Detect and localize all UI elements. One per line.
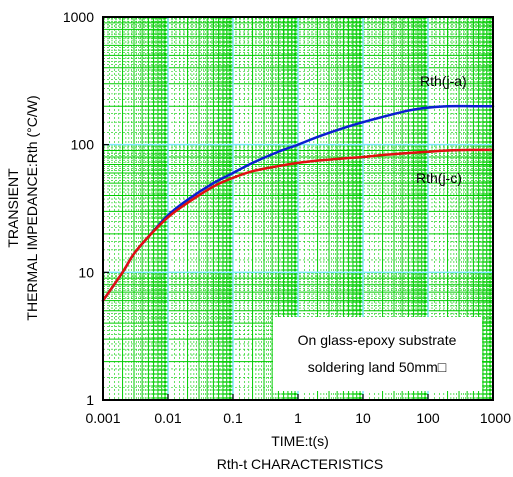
series-labels: Rth(j-a) Rth(j-c) — [416, 73, 467, 186]
annotation-box: On glass-epoxy substrate soldering land … — [273, 317, 482, 391]
y-tick-label: 1000 — [63, 9, 94, 25]
x-axis-label: TIME:t(s) — [271, 433, 329, 449]
x-tick-label: 0.01 — [154, 410, 181, 426]
y-tick-label: 10 — [78, 264, 94, 280]
x-tick-label: 0.1 — [223, 410, 243, 426]
y-axis-label-line-2: THERMAL IMPEDANCE:Rth (°C/W) — [24, 95, 40, 320]
y-tick-labels: 1 10 100 1000 — [63, 9, 94, 408]
x-tick-label: 100 — [416, 410, 440, 426]
series-label-rth-ja: Rth(j-a) — [420, 73, 467, 89]
x-tick-label: 10 — [355, 410, 371, 426]
annotation-line-2: soldering land 50mm□ — [308, 359, 447, 375]
y-axis-label-line-1: TRANSIENT — [5, 168, 21, 248]
y-tick-label: 100 — [71, 137, 95, 153]
annotation-background — [273, 317, 482, 391]
annotation-line-1: On glass-epoxy substrate — [298, 332, 457, 348]
y-tick-label: 1 — [86, 392, 94, 408]
x-tick-label: 1 — [294, 410, 302, 426]
series-layer — [101, 104, 495, 302]
chart-caption: Rth-t CHARACTERISTICS — [217, 456, 383, 472]
x-tick-label: 0.001 — [85, 410, 120, 426]
series-line-rth-jc — [101, 148, 495, 302]
tick-marks — [102, 16, 494, 401]
series-label-rth-jc: Rth(j-c) — [416, 170, 462, 186]
x-tick-label: 1000 — [480, 410, 511, 426]
x-tick-labels: 0.001 0.01 0.1 1 10 100 1000 — [85, 410, 511, 426]
